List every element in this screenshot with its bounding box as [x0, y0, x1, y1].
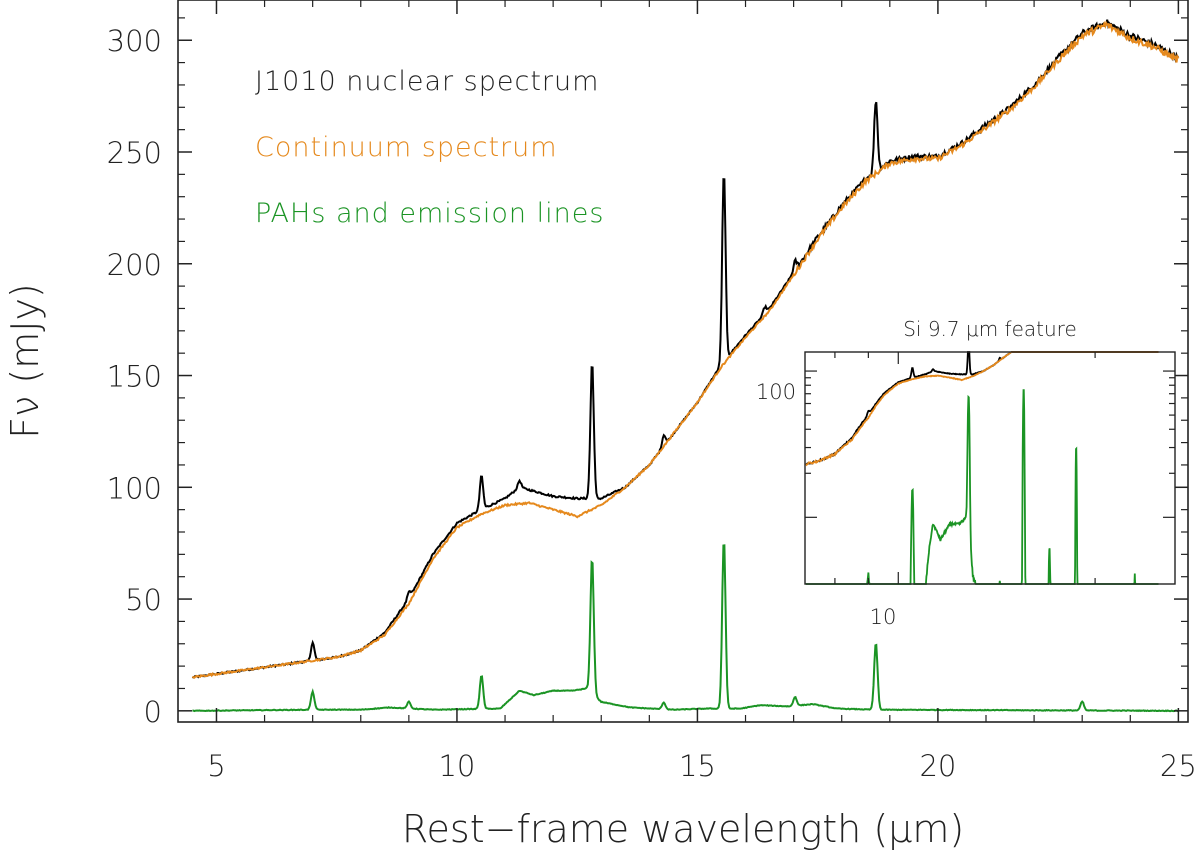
y-tick-label: 150 — [107, 360, 162, 394]
x-tick-label: 15 — [679, 749, 716, 783]
y-tick-label: 0 — [144, 695, 162, 729]
x-tick-label: 5 — [207, 749, 225, 783]
legend-entry-pahs-emission-lines: PAHs and emission lines — [255, 198, 604, 229]
x-tick-label: 10 — [438, 749, 475, 783]
y-tick-label: 200 — [107, 248, 162, 282]
y-axis-ticks: 0 50 100 150 200 250 300 — [107, 17, 1188, 729]
legend-entry-continuum-spectrum: Continuum spectrum — [255, 132, 558, 163]
y-axis-title: Fν (mJy) — [3, 283, 47, 439]
inset-plot: Si 9.7 μm feature 10 100 — [756, 317, 1176, 629]
inset-title: Si 9.7 μm feature — [903, 317, 1077, 341]
inset-x-tick-label-10: 10 — [870, 605, 897, 629]
inset-ticks — [805, 352, 1175, 584]
pah-emission-lines-line — [192, 544, 1179, 713]
inset-background — [805, 352, 1175, 584]
main-plot-series — [191, 19, 1180, 713]
inset-frame — [804, 351, 1176, 585]
y-tick-label: 50 — [125, 583, 162, 617]
x-axis-ticks: 5 10 15 20 25 — [207, 0, 1197, 783]
legend-entry-nuclear-spectrum: J1010 nuclear spectrum — [255, 66, 599, 97]
y-tick-label: 300 — [107, 24, 162, 58]
plot-frame — [177, 0, 1189, 723]
y-tick-label: 100 — [107, 471, 162, 505]
x-tick-label: 25 — [1160, 749, 1197, 783]
inset-y-tick-label-100: 100 — [756, 380, 796, 404]
x-tick-label: 20 — [919, 749, 956, 783]
legend: J1010 nuclear spectrum Continuum spectru… — [255, 66, 604, 229]
continuum-spectrum-line — [191, 20, 1180, 679]
x-axis-title: Rest−frame wavelength (μm) — [402, 807, 964, 851]
y-tick-label: 250 — [107, 136, 162, 170]
